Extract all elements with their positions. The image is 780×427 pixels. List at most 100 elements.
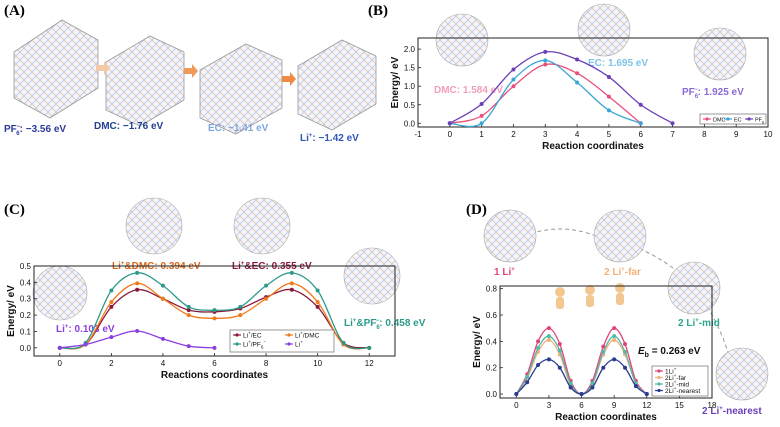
y-tick-label: 0.0 [486, 390, 498, 399]
li-framework-structure [32, 265, 88, 321]
data-point [186, 308, 191, 313]
legend-marker [287, 342, 291, 346]
x-tick-label: 3 [543, 130, 548, 139]
dmc-binding-label: DMC: −1.76 eV [94, 121, 164, 132]
data-point [212, 308, 217, 313]
legend-label: EC [734, 118, 742, 124]
x-tick-label: 0 [448, 130, 453, 139]
data-point [511, 84, 516, 89]
legend-marker [705, 117, 709, 121]
li-pf6-framework-structure [343, 247, 401, 305]
ec-binding-label: EC: −1.41 eV [208, 123, 269, 134]
data-point [511, 77, 516, 82]
dmc-framework-structure [435, 13, 489, 67]
panel-b-label: (B) [368, 3, 388, 19]
li-pf6-barrier-label: Li+&PF6−: 0.458 eV [344, 318, 426, 331]
legend-label: DMC [713, 118, 726, 124]
data-point [83, 342, 88, 347]
y-tick-label: 0.2 [20, 311, 32, 320]
data-point [186, 313, 191, 318]
y-tick-label: 1.0 [404, 82, 416, 91]
data-point [601, 344, 606, 349]
data-point [670, 121, 675, 126]
legend-label: Li+ [295, 340, 303, 349]
series-line [515, 335, 648, 395]
x-tick-label: 7 [670, 130, 675, 139]
x-tick-label: 1 [479, 130, 484, 139]
data-point [109, 304, 114, 309]
ec-cell-structure [199, 43, 283, 135]
data-point [289, 270, 294, 275]
data-point [557, 365, 562, 370]
data-point [135, 287, 140, 292]
ec-barrier-label: EC: 1.695 eV [588, 58, 648, 69]
data-point [135, 270, 140, 275]
chart-c: 0 2 4 6 8 10 12 0.0 0.1 0.2 0.3 0.4 0.5 Reactions coo… [6, 262, 396, 381]
data-point [109, 288, 114, 293]
x-tick-label: 8 [702, 130, 707, 139]
one-li-framework-structure [483, 209, 537, 263]
data-point [638, 102, 643, 107]
data-point [212, 316, 217, 321]
data-point [601, 349, 606, 354]
data-point [514, 392, 519, 397]
data-point [612, 334, 617, 339]
legend-marker [287, 333, 291, 337]
data-point [557, 341, 562, 346]
x-tick-label: 9 [612, 401, 617, 410]
data-point [590, 381, 595, 386]
data-point [568, 381, 573, 386]
series-line [449, 50, 673, 124]
data-point [546, 334, 551, 339]
data-point [479, 113, 484, 118]
y-tick-label: 0.8 [486, 285, 498, 294]
y-tick-label: 0.2 [486, 364, 498, 373]
binding-energy-label: Eb = 0.263 eV [638, 346, 701, 359]
li-cell-structure [297, 39, 377, 131]
x-tick-label: 12 [365, 359, 374, 368]
x-tick-label: 9 [734, 130, 739, 139]
data-point [238, 304, 243, 309]
plot-frame [417, 37, 769, 128]
panel-a-structures: PF− 6: −3.56 eV DMC: −1.76 eV EC: −1.41 e… [4, 19, 377, 144]
data-point [479, 121, 484, 126]
x-tick-label: 6 [639, 130, 644, 139]
li-binding-label: Li+: −1.42 eV [300, 133, 359, 144]
two-li-far-label: 2 Li+-far [604, 267, 641, 278]
data-point [543, 58, 548, 63]
x-tick-label: 4 [575, 130, 580, 139]
data-point [289, 281, 294, 286]
two-li-far-framework-structure [593, 209, 647, 263]
data-point [543, 49, 548, 54]
y-tick-label: 0.0 [20, 344, 32, 353]
x-tick-label: 4 [161, 359, 166, 368]
y-tick-label: 0.1 [20, 327, 32, 336]
data-point [623, 365, 628, 370]
data-point [612, 326, 617, 331]
data-point [546, 357, 551, 362]
x-tick-label: 8 [264, 359, 269, 368]
x-tick-label: 0 [514, 401, 519, 410]
y-tick-label: 1.5 [404, 64, 416, 73]
x-tick-label: 2 [511, 130, 516, 139]
y-axis-label: Energy/ eV [6, 285, 17, 337]
two-li-nearest-framework-structure [715, 347, 769, 401]
data-point [546, 326, 551, 331]
legend-box [699, 113, 767, 125]
li-ec-framework-structure [233, 197, 291, 255]
legend-label: 2Li+-mid [665, 380, 689, 389]
legend-box [229, 329, 335, 353]
panel-d-structures: 1 Li+ 2 Li+-far 2 Li+-mid 2 Li+-nearest … [483, 209, 769, 417]
data-point [601, 365, 606, 370]
data-point [612, 338, 617, 343]
data-point [568, 385, 573, 390]
data-point [511, 67, 516, 72]
data-point [606, 74, 611, 79]
legend-label: 2Li+-far [665, 373, 687, 382]
legend-label: 2Li+-nearest [665, 386, 700, 395]
x-tick-label: 6 [579, 401, 584, 410]
y-tick-label: 2.0 [404, 45, 416, 54]
data-point [186, 304, 191, 309]
x-axis-label: Reactions coordinates [161, 370, 269, 381]
